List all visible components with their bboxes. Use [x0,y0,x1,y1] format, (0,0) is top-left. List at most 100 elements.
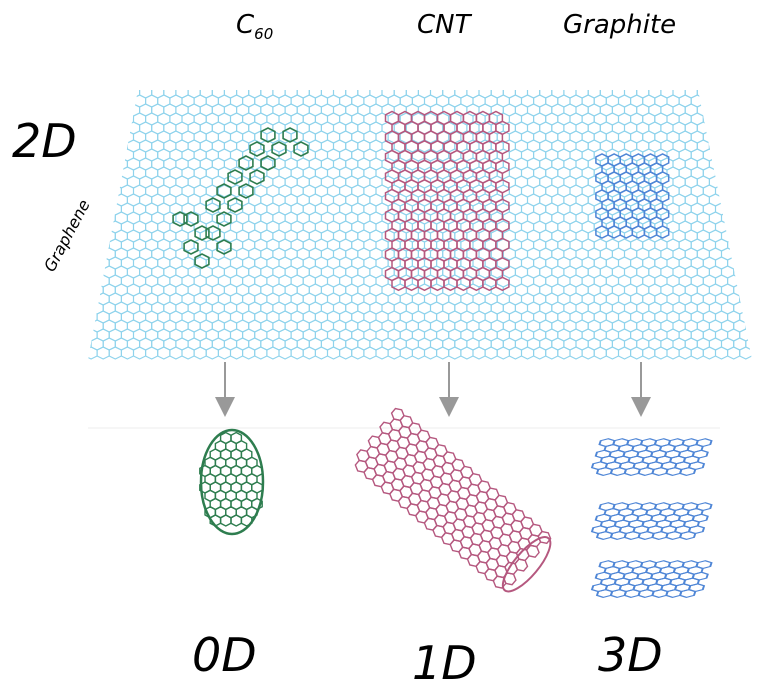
graphite-layer-hexagon [590,525,609,535]
c60-ball-hexagon [240,514,253,527]
graphene-hexagon [751,274,752,288]
graphene-hexagon [102,175,116,189]
graphene-hexagon [157,346,171,360]
graphene-hexagon [114,103,128,117]
graphite-layer-hexagon [609,467,628,476]
graphite-layer-hexagon [678,467,697,476]
c60-hexagon [194,225,210,241]
graphite-layer-hexagon [623,467,641,476]
graphene-hexagon [727,346,741,360]
graphene-hexagon [545,346,559,360]
graphene-hexagon [96,346,110,360]
graphene-hexagon [739,238,752,252]
graphene-hexagon [581,346,595,360]
graphene-hexagon [702,94,717,108]
graphene-hexagon [593,346,607,360]
graphene-hexagon [102,103,116,117]
graphite-layer-hexagon [651,531,669,540]
graphene-hexagon [120,112,135,126]
c60-ball-hexagon [230,514,243,527]
graphene-hexagon [96,220,110,234]
graphene-hexagon [351,346,365,360]
graphene-hexagon [569,346,583,360]
graphene-hexagon [733,175,747,189]
graphite-layer-3 [590,560,713,598]
c60-hexagon [227,197,243,213]
graphene-hexagon [720,175,735,189]
graphene-hexagon [88,256,98,270]
graphene-hexagon [423,346,438,360]
graphene-hexagon [108,94,122,108]
graphene-hexagon [108,130,122,144]
graphene-hexagon [88,121,92,135]
graphite-layer-hexagon [623,589,641,598]
graphite-layer-1 [590,438,713,476]
dimension-3d-label: 3D [598,628,663,682]
graphene-hexagon [557,346,571,360]
graphene-hexagon [96,202,110,216]
graphene-hexagon [733,229,747,243]
graphene-hexagon [702,112,717,126]
graphene-hexagon [88,229,92,243]
c60-hexagon [205,197,221,213]
graphene-hexagon [96,94,110,108]
graphene-hexagon [108,148,122,162]
cnt-tube-hexagon [371,474,386,488]
graphene-hexagon [617,346,632,360]
graphene-hexagon [745,265,752,279]
c60-outline [199,428,265,536]
cnt-tube-hexagon [492,575,507,589]
c60-hexagon [205,225,221,241]
graphene-hexagon [472,346,486,360]
graphene-hexagon [733,139,747,153]
graphene-hexagon [739,166,752,180]
graphene-hexagon [714,130,729,144]
graphene-hexagon [339,346,353,360]
graphene-hexagon [751,94,752,108]
graphite-layer-hexagon [590,461,609,471]
graphene-hexagon [751,238,752,252]
graphene-hexagon [96,148,110,162]
graphene-hexagon [114,90,128,99]
cnt-tube-hexagon [354,459,369,474]
graphene-hexagon [605,346,620,360]
graphene-hexagon [727,130,741,144]
c60-hexagon [271,141,287,157]
graphite-layer-hexagon [595,467,614,476]
graphene-hexagon [508,346,523,360]
graphene-hexagon [120,94,135,108]
graphene-hexagon [436,346,450,360]
graphene-hexagon [714,94,729,108]
graphene-hexagon [88,274,98,288]
cnt-hexagon [469,276,484,292]
graphene-hexagon [727,166,741,180]
graphite-hexagon [655,225,670,239]
graphene-hexagon [88,301,92,315]
graphene-hexagon [720,157,735,171]
graphene-hexagon [88,157,92,171]
graphite-layer-hexagon [637,467,655,476]
graphene-hexagon [751,166,752,180]
graphene-hexagon [169,346,183,360]
graphene-hexagon [375,346,389,360]
graphene-hexagon [751,292,752,306]
cnt-hexagon [443,276,458,292]
graphene-hexagon [88,283,92,297]
graphene-hexagon [733,90,747,99]
graphene-hexagon [714,112,729,126]
graphite-layer-hexagon [598,560,616,570]
c60-hexagon [183,211,199,227]
graphene-hexagon [745,103,752,117]
graphene-hexagon [714,148,729,162]
c60-title: C60 [236,10,274,44]
graphene-hexagon [132,346,147,360]
dimension-0d-label: 0D [192,628,257,682]
graphene-hexagon [533,346,547,360]
graphene-hexagon [254,346,268,360]
graphene-hexagon [102,121,116,135]
graphene-hexagon [739,112,752,126]
graphene-hexagon [727,148,741,162]
graphene-hexagon [745,193,752,207]
graphite-layer-hexagon [678,589,697,598]
graphene-hexagon [326,346,341,360]
